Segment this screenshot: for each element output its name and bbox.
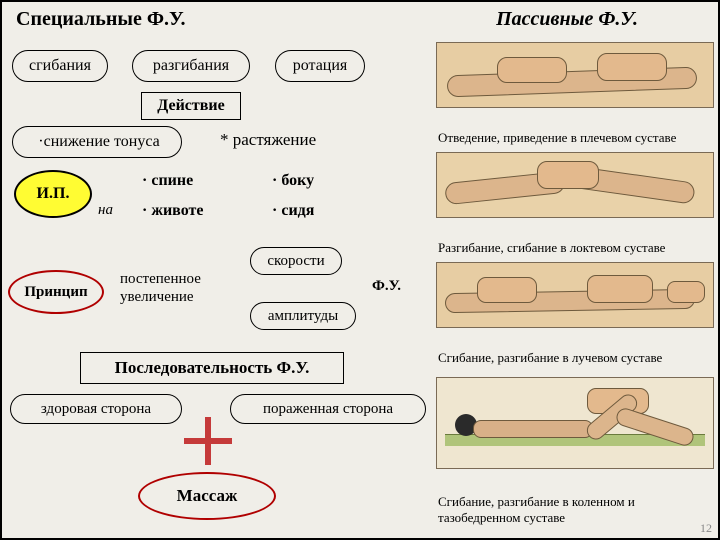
ellipse-principle: Принцип [8,270,104,314]
gradual-increase: постепенное увеличение [120,270,230,306]
photo-elbow [436,152,714,218]
ellipse-ip: И.П. [14,170,92,218]
tonus-label: снижение тонуса [44,133,160,151]
caption-1: Отведение, приведение в плечевом суставе [438,130,718,146]
plus-icon-h [184,438,232,444]
page-number: 12 [700,521,712,536]
pill-affected: пораженная сторона [230,394,426,424]
pill-rotation: ротация [275,50,365,82]
label-fu: Ф.У. [372,278,401,295]
pill-tonus: · снижение тонуса [12,126,182,158]
pill-healthy: здоровая сторона [10,394,182,424]
pill-flexion: сгибания [12,50,108,82]
pill-amplitude: амплитуды [250,302,356,330]
label-na: на [98,202,113,219]
pos-sidya: · сидя [272,202,314,220]
caption-4: Сгибание, разгибание в коленном и тазобе… [438,494,698,526]
box-sequence: Последовательность Ф.У. [80,352,344,384]
caption-2: Разгибание, сгибание в локтевом суставе [438,240,718,256]
pill-extension: разгибания [132,50,250,82]
photo-wrist [436,262,714,328]
title-special: Специальные Ф.У. [16,8,185,31]
pill-speed: скорости [250,247,342,275]
label-stretch: * растяжение [220,130,316,150]
pos-zhivote: · животе [142,202,203,220]
title-passive: Пассивные Ф.У. [496,8,638,31]
photo-knee-hip [436,377,714,469]
photo-shoulder [436,42,714,108]
ellipse-massage: Массаж [138,472,276,520]
pos-boku: · боку [272,172,314,190]
pos-spine: · спине [142,172,193,190]
box-action: Действие [141,92,241,120]
caption-3: Сгибание, разгибание в лучевом суставе [438,350,718,366]
